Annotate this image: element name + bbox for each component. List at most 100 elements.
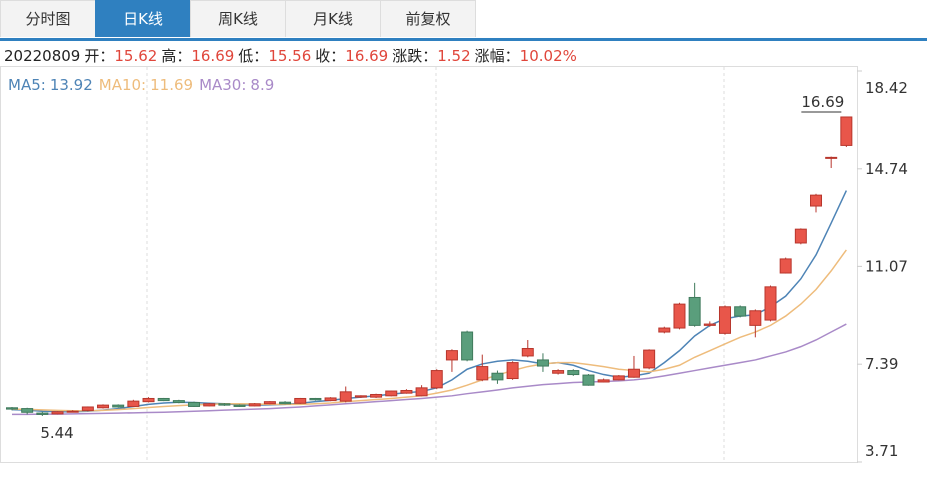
- candle-body: [521, 348, 534, 357]
- y-tick-label: 3.71: [865, 442, 898, 460]
- candle-body: [203, 403, 216, 407]
- candle-body: [582, 374, 595, 386]
- info-label: 低：: [238, 47, 269, 65]
- info-label: 开：: [84, 47, 115, 65]
- candle-body: [643, 349, 656, 369]
- candle-body: [188, 401, 201, 407]
- candle-body: [734, 306, 747, 317]
- y-tick-label: 7.39: [865, 355, 898, 373]
- info-value: 1.52: [437, 47, 471, 65]
- info-label: 涨跌：: [392, 47, 438, 65]
- candle-body: [794, 228, 807, 244]
- candle-body: [51, 411, 64, 415]
- candle-body: [142, 397, 155, 403]
- low-label: 5.44: [40, 424, 73, 442]
- candle-body: [506, 362, 519, 380]
- tab-underline: [0, 38, 927, 41]
- candle-body: [66, 410, 79, 413]
- info-value: 15.56: [268, 47, 312, 65]
- candle-body: [476, 366, 489, 381]
- tab[interactable]: 月K线: [285, 0, 381, 37]
- info-value: 10.02%: [519, 47, 577, 65]
- info-label: 涨幅：: [474, 47, 520, 65]
- candle-body: [6, 407, 18, 410]
- candle-body: [172, 400, 185, 403]
- candle-body: [779, 258, 792, 274]
- info-value: 15.62: [114, 47, 158, 65]
- info-value: 16.69: [191, 47, 235, 65]
- legend: MA5: 13.92 MA10: 11.69 MA30: 8.9: [8, 76, 280, 94]
- candle-body: [354, 395, 367, 398]
- ma-line: [11, 190, 848, 413]
- candle-body: [36, 412, 49, 415]
- candle-body: [279, 401, 292, 405]
- candle-body: [324, 397, 337, 402]
- candle-body: [430, 370, 443, 389]
- candle-body: [597, 379, 610, 383]
- candle-body: [97, 404, 110, 409]
- candle-body: [461, 331, 474, 361]
- high-label: 16.69: [801, 93, 844, 111]
- tab[interactable]: 周K线: [190, 0, 286, 37]
- candle-body: [673, 303, 686, 329]
- legend-value: 13.92: [49, 76, 93, 94]
- candle-body: [218, 403, 231, 406]
- candle-body: [233, 404, 246, 407]
- candle-body: [840, 116, 853, 146]
- candle-body: [400, 389, 413, 394]
- tab[interactable]: 前复权: [380, 0, 476, 37]
- candle-body: [248, 403, 261, 407]
- candle-body: [627, 368, 640, 378]
- info-value: 16.69: [345, 47, 389, 65]
- candle-body: [764, 286, 777, 321]
- legend-value: 11.69: [150, 76, 194, 94]
- candle-body: [749, 310, 762, 326]
- y-tick-label: 18.42: [865, 79, 908, 97]
- candle-body: [552, 370, 565, 374]
- candle-body: [112, 404, 125, 408]
- legend-name: MA5:: [8, 76, 46, 94]
- candle-body: [127, 400, 140, 407]
- info-label: 收：: [315, 47, 346, 65]
- candle-body: [688, 296, 701, 326]
- candle-body: [81, 406, 94, 411]
- candle-body: [810, 194, 823, 207]
- candle-body: [21, 408, 34, 413]
- candle-body: [825, 156, 838, 159]
- candle-body: [385, 390, 398, 397]
- tab[interactable]: 日K线: [95, 0, 191, 37]
- candle-body: [309, 397, 322, 401]
- ma-line: [12, 323, 847, 416]
- legend-name: MA10:: [98, 76, 147, 94]
- legend-value: 8.9: [250, 76, 275, 94]
- candle-body: [658, 327, 671, 333]
- candle-body: [415, 387, 428, 397]
- tab[interactable]: 分时图: [0, 0, 96, 37]
- y-tick-label: 11.07: [865, 257, 908, 275]
- candle-body: [294, 397, 307, 404]
- date: 20220809: [4, 47, 81, 65]
- candle-body: [612, 375, 625, 381]
- legend-entry: MA30: 8.9: [199, 76, 274, 94]
- candle-body: [445, 350, 458, 361]
- candle-body: [370, 393, 383, 398]
- candle-body: [718, 306, 731, 334]
- plot-frame: [0, 66, 858, 463]
- candle-body: [491, 372, 504, 381]
- legend-entry: MA5: 13.92: [8, 76, 93, 94]
- candle-body: [536, 359, 549, 367]
- candle-body: [339, 391, 352, 402]
- y-tick-label: 14.74: [865, 160, 908, 178]
- info-line: 20220809 开：15.62 高：16.69 低：15.56 收：16.69 涨跌：1…: [4, 45, 581, 66]
- legend-name: MA30:: [199, 76, 247, 94]
- candle-body: [567, 370, 580, 376]
- candle-body: [703, 323, 716, 326]
- legend-entry: MA10: 11.69: [99, 76, 193, 94]
- tab-bar: 分时图 日K线 周K线 月K线 前复权: [0, 0, 476, 38]
- ma-line: [11, 249, 847, 412]
- candle-body: [263, 401, 276, 405]
- candle-body: [157, 397, 170, 402]
- info-label: 高：: [161, 47, 192, 65]
